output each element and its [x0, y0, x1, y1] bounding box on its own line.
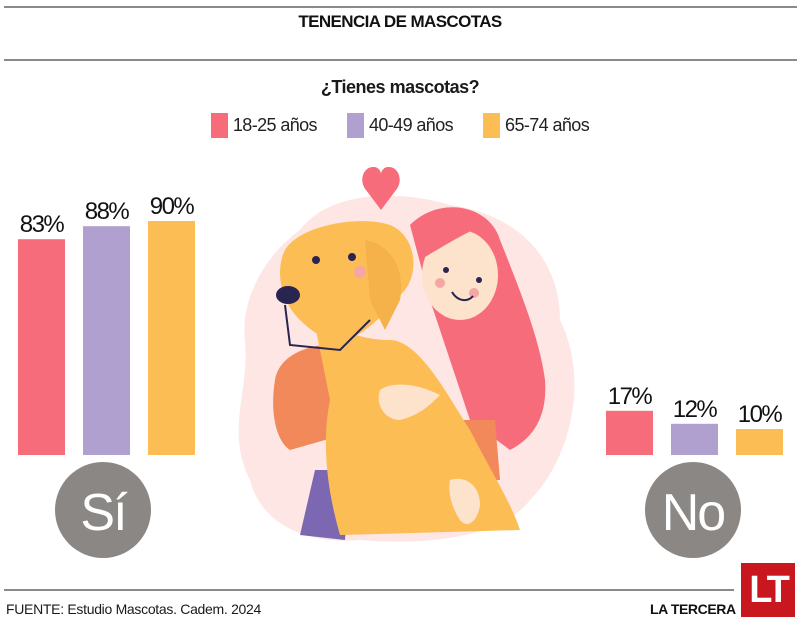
dog-eye-left — [312, 256, 320, 264]
legend-label-18-25: 18-25 años — [232, 115, 318, 135]
la-tercera-logo: LT — [741, 563, 795, 617]
category-si: Sí — [55, 462, 151, 558]
girl-face — [422, 230, 498, 320]
chart-subtitle: ¿Tienes mascotas? — [320, 77, 480, 97]
girl-cheek-left — [435, 278, 445, 288]
category-label-no: No — [662, 484, 725, 542]
legend-item-65-74: 65-74 años — [483, 113, 590, 138]
dog-ear — [365, 240, 402, 330]
legend-swatch-65-74 — [483, 113, 501, 138]
value-label-si-2: 90% — [150, 193, 195, 220]
legend-swatch-18-25 — [210, 113, 228, 138]
dog-cheek — [354, 266, 366, 278]
girl-cheek-right — [469, 288, 479, 298]
dog-muzzle-line — [284, 304, 371, 352]
girl-smile — [451, 291, 474, 302]
title-rule — [4, 59, 797, 61]
legend-item-18-25: 18-25 años — [210, 113, 318, 138]
bar-si-18-25 — [18, 239, 65, 455]
legend: 18-25 años 40-49 años 65-74 años — [0, 113, 800, 138]
legend-item-40-49: 40-49 años — [346, 113, 454, 138]
bar-si-40-49 — [83, 226, 130, 455]
footer-brand: LA TERCERA — [650, 601, 736, 617]
bar-no-40-49 — [671, 423, 718, 455]
bar-si-65-74 — [148, 221, 195, 455]
girl-hand-chest — [378, 384, 440, 420]
footer-rule — [4, 589, 734, 591]
value-label-si-0: 83% — [20, 211, 65, 238]
girl-eye-right — [476, 277, 482, 283]
dog-nose — [276, 286, 300, 304]
category-circle-si — [55, 462, 151, 558]
girl-eye-left — [443, 267, 449, 273]
legend-swatch-40-49 — [346, 113, 364, 138]
bar-no-65-74 — [736, 429, 783, 455]
girl-hair-fringe — [420, 219, 485, 260]
logo-text: LT — [749, 568, 790, 611]
value-label-si-1: 88% — [85, 198, 130, 225]
footer-source: FUENTE: Estudio Mascotas. Cadem. 2024 — [6, 601, 262, 617]
illustration-girl-hugging-dog — [238, 166, 575, 542]
category-circle-no — [645, 462, 741, 558]
bars-layer — [18, 221, 783, 455]
dog-eye-right — [348, 253, 356, 261]
bar-no-18-25 — [606, 410, 653, 455]
value-label-no-1: 12% — [673, 396, 718, 423]
category-no: No — [645, 462, 741, 558]
value-label-no-0: 17% — [608, 383, 653, 410]
girl-hand-side — [449, 478, 480, 525]
chart-title: TENENCIA DE MASCOTAS — [298, 12, 502, 31]
legend-label-65-74: 65-74 años — [505, 115, 590, 135]
legend-label-40-49: 40-49 años — [368, 115, 454, 135]
value-label-no-2: 10% — [738, 401, 783, 428]
top-rule — [4, 6, 797, 8]
labels-layer: 83% 88% 90% 17% 12% 10% — [20, 193, 784, 428]
category-label-si: Sí — [80, 484, 128, 542]
dog-body — [310, 300, 520, 535]
heart-icon — [362, 166, 400, 210]
